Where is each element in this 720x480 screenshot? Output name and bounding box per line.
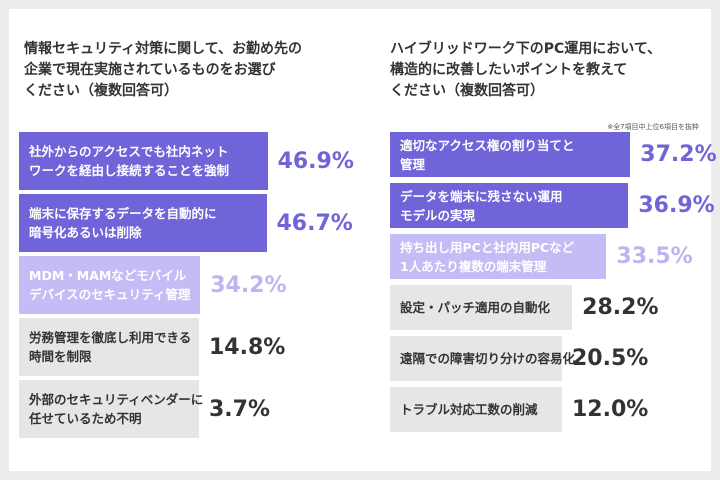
- bar-row: 労務管理を徹底し利用できる 時間を制限 14.8%: [19, 318, 289, 376]
- bar-value-label: 3.7%: [209, 396, 271, 422]
- bar-label: 持ち出し用PCと社内用PCなど 1人あたり複数の端末管理: [400, 239, 575, 274]
- bar-row: 外部のセキュリティベンダーに 任せているため不明 3.7%: [19, 380, 289, 438]
- bar: [19, 194, 267, 252]
- bar-label: データを端末に残さない運用 モデルの実現: [400, 188, 563, 223]
- chart-note: ※全7項目中上位6項目を抜粋: [607, 123, 699, 131]
- bar-row: トラブル対応工数の削減 12.0%: [390, 387, 652, 432]
- bar-value-label: 34.2%: [210, 272, 287, 298]
- bar: [390, 336, 562, 381]
- bar-row: 設定・パッチ適用の自動化 28.2%: [390, 285, 662, 330]
- chart-title: ハイブリッドワーク下のPC運用において、 構造的に改善したいポイントを教えて く…: [390, 41, 662, 99]
- bar: [390, 234, 607, 279]
- bar: [19, 380, 199, 438]
- bar-value-label: 36.9%: [638, 193, 715, 218]
- bar-value-label: 37.2%: [640, 142, 717, 167]
- chart-card: 情報セキュリティ対策に関して、お勤め先の 企業で現在実施されているものをお選び …: [9, 9, 717, 471]
- bar-row: 端末に保存するデータを自動的に 暗号化あるいは削除 46.7%: [19, 194, 357, 252]
- chart-panel-improvement-points: ハイブリッドワーク下のPC運用において、 構造的に改善したいポイントを教えて く…: [360, 9, 717, 471]
- bar-row: 社外からのアクセスでも社内ネット ワークを経由し接続することを強制 46.9%: [19, 132, 358, 190]
- bar-value-label: 12.0%: [572, 397, 649, 422]
- bar-row: 適切なアクセス権の割り当てと 管理 37.2%: [390, 132, 720, 177]
- bar-value-label: 28.2%: [582, 295, 659, 320]
- bar: [19, 256, 201, 314]
- bar-label: トラブル対応工数の削減: [400, 402, 538, 417]
- bar: [390, 387, 562, 432]
- bar: [390, 285, 573, 330]
- bar-row: MDM・MAMなどモバイル デバイスのセキュリティ管理 34.2%: [19, 256, 290, 314]
- bar: [19, 132, 268, 190]
- bar-label: 設定・パッチ適用の自動化: [400, 300, 551, 315]
- bar-value-label: 46.7%: [276, 210, 353, 236]
- chart-title: 情報セキュリティ対策に関して、お勤め先の 企業で現在実施されているものをお選び …: [24, 41, 303, 99]
- bar-label: 遠隔での障害切り分けの容易化: [400, 351, 576, 366]
- bar-label: 社外からのアクセスでも社内ネット ワークを経由し接続することを強制: [29, 144, 230, 178]
- bar-value-label: 33.5%: [616, 244, 693, 269]
- bar-row: データを端末に残さない運用 モデルの実現 36.9%: [390, 183, 718, 228]
- bar-row: 持ち出し用PCと社内用PCなど 1人あたり複数の端末管理 33.5%: [390, 234, 696, 279]
- bar-label: MDM・MAMなどモバイル デバイスのセキュリティ管理: [29, 268, 191, 302]
- bar-label: 端末に保存するデータを自動的に 暗号化あるいは削除: [29, 206, 217, 240]
- bar-value-label: 14.8%: [209, 334, 286, 360]
- bar: [390, 132, 631, 177]
- bar-label: 適切なアクセス権の割り当てと 管理: [400, 137, 575, 172]
- bar-value-label: 46.9%: [277, 148, 354, 174]
- bar: [19, 318, 199, 376]
- bar-label: 外部のセキュリティベンダーに 任せているため不明: [29, 392, 204, 426]
- chart-panel-current-measures: 情報セキュリティ対策に関して、お勤め先の 企業で現在実施されているものをお選び …: [9, 9, 360, 471]
- bar-value-label: 20.5%: [572, 346, 649, 371]
- bar: [390, 183, 629, 228]
- bar-row: 遠隔での障害切り分けの容易化 20.5%: [390, 336, 652, 381]
- bar-label: 労務管理を徹底し利用できる 時間を制限: [29, 330, 192, 364]
